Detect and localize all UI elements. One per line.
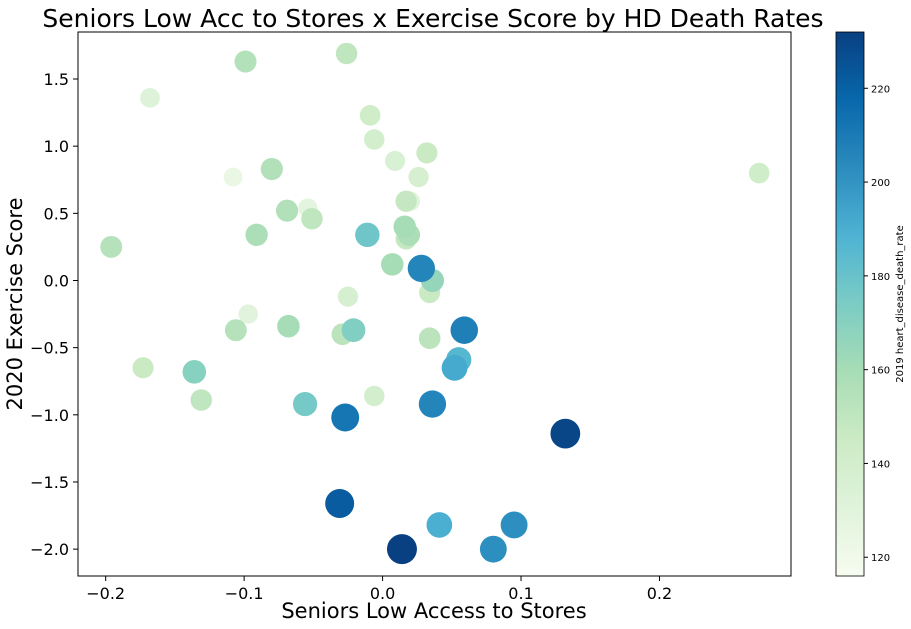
scatter-point bbox=[407, 254, 436, 283]
scatter-points bbox=[100, 42, 770, 565]
scatter-point bbox=[325, 488, 355, 518]
scatter-point bbox=[301, 207, 323, 230]
scatter-point bbox=[395, 190, 417, 212]
scatter-point bbox=[364, 385, 385, 407]
scatter-point bbox=[418, 327, 441, 350]
y-tick-label: −0.5 bbox=[30, 339, 69, 358]
scatter-point bbox=[408, 166, 429, 188]
y-axis-label: 2020 Exercise Score bbox=[3, 198, 27, 411]
scatter-point bbox=[275, 199, 299, 222]
scatter-point bbox=[223, 167, 243, 187]
x-tick-label: 0.0 bbox=[370, 584, 395, 603]
colorbar-tick-label: 200 bbox=[871, 178, 890, 189]
scatter-point bbox=[277, 314, 300, 338]
x-tick-label: −0.2 bbox=[86, 584, 125, 603]
plot-frame bbox=[77, 31, 792, 577]
colorbar-label: 2019 heart_disease_death_rate bbox=[895, 225, 906, 382]
colorbar-tick-label: 140 bbox=[871, 459, 890, 470]
scatter-point bbox=[426, 512, 453, 538]
scatter-point bbox=[190, 389, 212, 411]
scatter-point bbox=[341, 318, 366, 343]
scatter-point bbox=[337, 286, 359, 307]
y-axis-ticks: 1.5 1.0 0.5 0.0 −0.5 −1.0 −1.5 −2.0 bbox=[30, 70, 78, 559]
colorbar-tick-label: 160 bbox=[871, 366, 890, 377]
y-tick-label: 1.5 bbox=[44, 70, 69, 89]
colorbar bbox=[835, 31, 865, 577]
scatter-point bbox=[331, 403, 360, 432]
y-tick-label: −1.0 bbox=[30, 406, 69, 425]
scatter-point bbox=[393, 215, 417, 239]
y-tick-label: −2.0 bbox=[30, 540, 69, 559]
x-axis-label: Seniors Low Access to Stores bbox=[281, 599, 586, 623]
scatter-point bbox=[224, 319, 247, 342]
colorbar-tick-label: 220 bbox=[871, 84, 890, 95]
scatter-point bbox=[416, 142, 438, 164]
scatter-point bbox=[140, 87, 160, 108]
scatter-point bbox=[260, 157, 283, 181]
chart-title: Seniors Low Acc to Stores x Exercise Sco… bbox=[42, 4, 823, 33]
scatter-point bbox=[441, 354, 468, 381]
y-tick-label: 1.0 bbox=[44, 137, 69, 156]
scatter-point bbox=[132, 357, 154, 379]
scatter-point bbox=[355, 222, 380, 248]
x-tick-label: 0.2 bbox=[647, 584, 672, 603]
scatter-point bbox=[418, 390, 447, 418]
y-tick-label: −1.5 bbox=[30, 473, 69, 492]
scatter-point bbox=[182, 360, 207, 384]
scatter-point bbox=[500, 511, 528, 539]
x-tick-label: 0.1 bbox=[508, 584, 533, 603]
y-tick-label: 0.5 bbox=[44, 204, 69, 223]
scatter-point bbox=[380, 253, 404, 276]
y-tick-label: 0.0 bbox=[44, 271, 69, 290]
scatter-point bbox=[234, 50, 257, 73]
colorbar-tick-label: 120 bbox=[871, 553, 890, 564]
scatter-point bbox=[364, 129, 385, 150]
x-axis-ticks: −0.2 −0.1 0.0 0.1 0.2 bbox=[86, 576, 672, 603]
scatter-point bbox=[238, 304, 259, 324]
x-tick-label: −0.1 bbox=[225, 584, 264, 603]
colorbar-tick-label: 180 bbox=[871, 272, 890, 283]
scatter-point bbox=[386, 534, 417, 565]
scatter-point bbox=[748, 162, 770, 184]
scatter-point bbox=[359, 104, 381, 126]
colorbar-ticks: 120 140 160 180 200 220 bbox=[864, 84, 890, 564]
scatter-point bbox=[245, 223, 268, 246]
scatter-point bbox=[550, 418, 581, 449]
scatter-point bbox=[292, 391, 318, 417]
scatter-point bbox=[479, 535, 507, 563]
scatter-point bbox=[100, 235, 123, 258]
scatter-point bbox=[450, 316, 479, 344]
scatter-point bbox=[385, 150, 406, 171]
scatter-point bbox=[335, 42, 358, 65]
